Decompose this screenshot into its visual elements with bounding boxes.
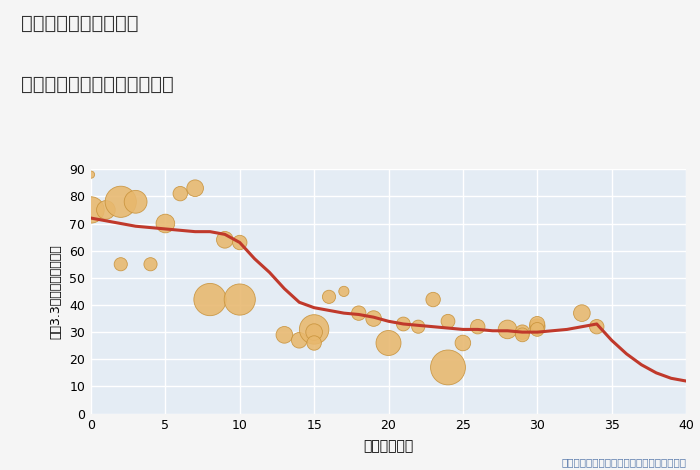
Point bbox=[517, 331, 528, 338]
Point bbox=[309, 339, 320, 347]
Point bbox=[145, 260, 156, 268]
Point bbox=[457, 339, 468, 347]
Point bbox=[442, 364, 454, 371]
Point bbox=[85, 206, 97, 214]
Point bbox=[234, 296, 246, 303]
Text: 三重県鈴鹿市大久保町: 三重県鈴鹿市大久保町 bbox=[21, 14, 139, 33]
Point bbox=[175, 190, 186, 197]
Point bbox=[309, 326, 320, 333]
Point bbox=[576, 309, 587, 317]
Point bbox=[442, 318, 454, 325]
Text: 築年数別中古マンション価格: 築年数別中古マンション価格 bbox=[21, 75, 174, 94]
Point bbox=[428, 296, 439, 303]
Point bbox=[294, 337, 305, 344]
Point bbox=[532, 320, 543, 328]
Point bbox=[368, 315, 379, 322]
Text: 円の大きさは、取引のあった物件面積を示す: 円の大きさは、取引のあった物件面積を示す bbox=[561, 458, 686, 468]
Point bbox=[472, 323, 483, 330]
Point bbox=[160, 220, 171, 227]
Point bbox=[383, 339, 394, 347]
Point bbox=[591, 323, 602, 330]
Point bbox=[85, 171, 97, 179]
X-axis label: 築年数（年）: 築年数（年） bbox=[363, 439, 414, 453]
Point bbox=[100, 206, 111, 214]
Point bbox=[219, 236, 230, 243]
Point bbox=[279, 331, 290, 338]
Point bbox=[234, 239, 246, 246]
Point bbox=[190, 184, 201, 192]
Point bbox=[115, 260, 126, 268]
Point bbox=[532, 326, 543, 333]
Point bbox=[130, 198, 141, 205]
Point bbox=[309, 329, 320, 336]
Point bbox=[338, 288, 349, 295]
Point bbox=[532, 323, 543, 330]
Point bbox=[398, 320, 409, 328]
Point bbox=[413, 323, 424, 330]
Point bbox=[204, 296, 216, 303]
Point bbox=[517, 329, 528, 336]
Point bbox=[323, 293, 335, 301]
Point bbox=[353, 309, 364, 317]
Point bbox=[502, 326, 513, 333]
Point bbox=[115, 198, 126, 205]
Y-axis label: 坪（3.3㎡）単価（万円）: 坪（3.3㎡）単価（万円） bbox=[50, 244, 62, 339]
